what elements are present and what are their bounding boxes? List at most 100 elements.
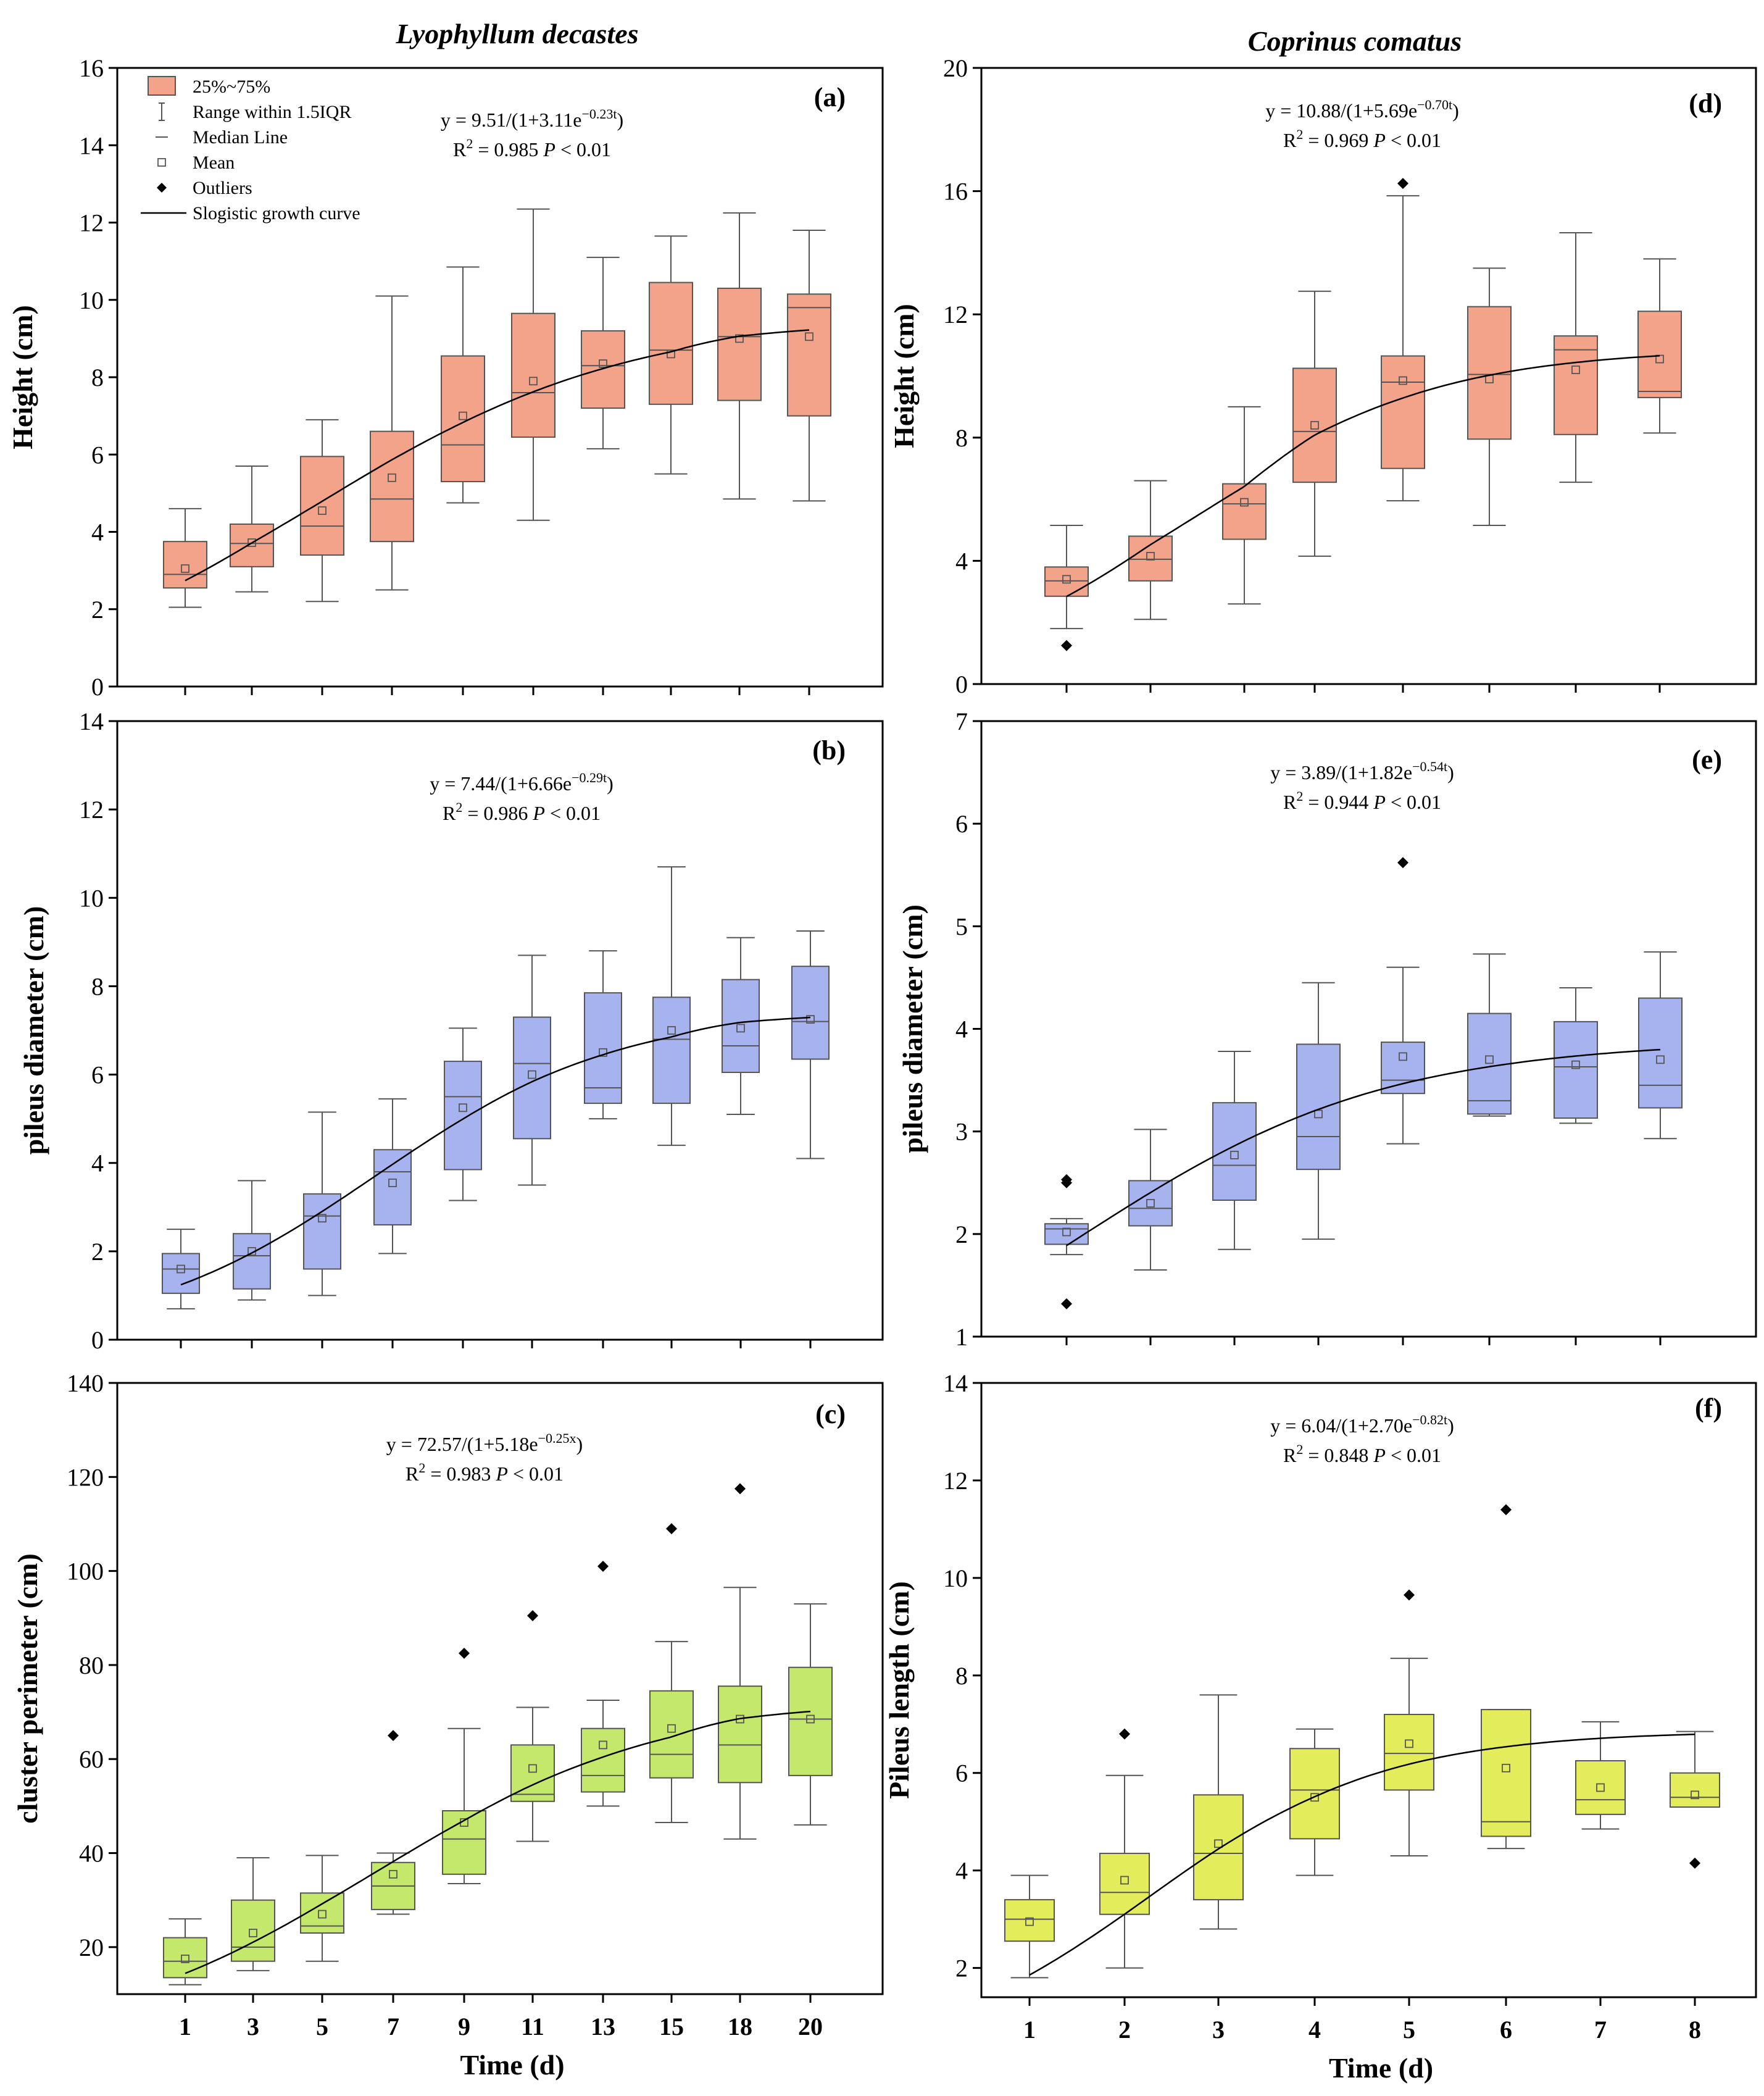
outlier-point <box>597 1561 609 1572</box>
panel-label: (d) <box>1689 88 1722 119</box>
mean-marker <box>1120 1876 1129 1885</box>
legend-box-icon <box>148 76 176 96</box>
box-8 <box>1637 258 1682 434</box>
mean-marker <box>1399 376 1407 385</box>
iqr-box <box>373 1149 412 1225</box>
y-axis-label: cluster perimeter (cm) <box>12 1553 43 1824</box>
y-tick-label: 8 <box>955 424 968 452</box>
y-tick-label: 4 <box>955 1857 968 1885</box>
box-5 <box>1381 178 1425 502</box>
mean-marker <box>599 1048 607 1057</box>
y-tick-label: 10 <box>79 286 104 314</box>
x-tick-label: 5 <box>1403 2016 1415 2044</box>
iqr-box <box>444 1061 482 1171</box>
y-tick-label: 12 <box>943 301 968 328</box>
mean-marker <box>1655 354 1664 364</box>
box-7 <box>1554 987 1598 1124</box>
iqr-box <box>649 282 693 405</box>
fit-equation: y = 9.51/(1+3.11e−0.23t) <box>441 106 623 131</box>
x-tick-label: 1 <box>1023 2016 1036 2044</box>
iqr-box <box>1381 355 1425 469</box>
panel-label: (b) <box>812 735 846 766</box>
outlier-point <box>666 1523 677 1535</box>
x-tick-label: 13 <box>591 2013 615 2040</box>
mean-marker <box>1596 1783 1605 1792</box>
box-11 <box>510 1610 555 1842</box>
box-2 <box>1128 480 1173 620</box>
mean-marker <box>1502 1763 1510 1772</box>
mean-marker <box>1214 1839 1223 1848</box>
y-tick-label: 100 <box>67 1558 104 1585</box>
mean-marker <box>667 1724 676 1733</box>
iqr-box <box>1044 566 1089 597</box>
iqr-box <box>581 330 625 409</box>
panel-label: (e) <box>1692 745 1722 775</box>
x-tick-label: 8 <box>1689 2016 1701 2044</box>
legend-symbol-whisker <box>159 102 165 121</box>
box-5 <box>1381 857 1425 1145</box>
growth-curve <box>1066 355 1660 598</box>
growth-curve <box>1029 1733 1695 1976</box>
y-tick-label: 14 <box>943 1369 968 1397</box>
x-tick-label: 6 <box>1500 2016 1512 2044</box>
mean-marker <box>1571 1060 1580 1069</box>
outlier-point <box>1500 1504 1512 1516</box>
y-tick-label: 60 <box>79 1745 104 1773</box>
y-tick-label: 0 <box>955 670 968 698</box>
box-4 <box>1289 1728 1340 1876</box>
mean-marker <box>388 1179 397 1187</box>
box-9 <box>444 1027 482 1201</box>
iqr-box <box>1128 1180 1173 1227</box>
y-tick-label: 7 <box>955 708 968 735</box>
iqr-box <box>1292 367 1337 483</box>
y-tick-label: 8 <box>91 364 104 391</box>
x-tick-label: 1 <box>179 2013 191 2040</box>
iqr-box <box>581 1727 625 1793</box>
y-tick-label: 80 <box>79 1651 104 1679</box>
y-tick-label: 4 <box>91 519 104 546</box>
mean-marker <box>1571 365 1580 374</box>
mean-marker <box>735 334 744 343</box>
outlier-point <box>1689 1857 1700 1869</box>
iqr-box <box>511 312 555 438</box>
box-5 <box>303 1111 341 1296</box>
iqr-box <box>649 1690 694 1779</box>
mean-marker <box>389 1869 397 1879</box>
iqr-box <box>233 1233 271 1290</box>
mean-marker <box>805 332 813 341</box>
iqr-box <box>162 1253 200 1294</box>
mean-marker <box>318 1214 327 1223</box>
outlier-point <box>1061 1174 1072 1185</box>
y-tick-label: 20 <box>943 54 968 82</box>
iqr-box <box>441 355 485 483</box>
iqr-box <box>230 523 274 567</box>
mean-marker <box>529 377 538 386</box>
iqr-box <box>370 430 414 543</box>
growth-curve <box>185 1710 811 1974</box>
legend-label: Mean <box>193 152 235 173</box>
box-7 <box>1575 1721 1626 1830</box>
x-tick-label: 15 <box>659 2013 684 2040</box>
box-1 <box>163 507 207 608</box>
outlier-point <box>734 1483 746 1495</box>
x-tick-label: 7 <box>1594 2016 1607 2044</box>
box-20 <box>791 930 830 1159</box>
iqr-box <box>717 287 762 401</box>
mean-marker <box>806 1714 815 1724</box>
x-tick-label: 20 <box>798 2013 823 2040</box>
mean-marker <box>599 1740 607 1750</box>
x-tick-label: 3 <box>247 2013 259 2040</box>
box-20 <box>788 1603 833 1826</box>
fit-r2: R2 = 0.969 P < 0.01 <box>1283 127 1441 151</box>
y-tick-label: 20 <box>79 1934 104 1961</box>
figure-title-right: Coprinus comatus <box>1248 25 1462 57</box>
legend-label: Slogistic growth curve <box>193 203 360 223</box>
mean-marker <box>599 359 607 368</box>
panel-b: 0 2 4 6 8 10 12 14 pileus diameter (cm) (b) y = 7.… <box>18 708 884 1354</box>
box-6 <box>1481 1504 1531 1850</box>
legend-symbol-mean <box>157 158 166 167</box>
x-tick-label: 3 <box>1212 2016 1225 2044</box>
mean-marker <box>1146 552 1155 561</box>
y-tick-label: 6 <box>91 441 104 469</box>
outlier-point <box>1404 1589 1415 1601</box>
